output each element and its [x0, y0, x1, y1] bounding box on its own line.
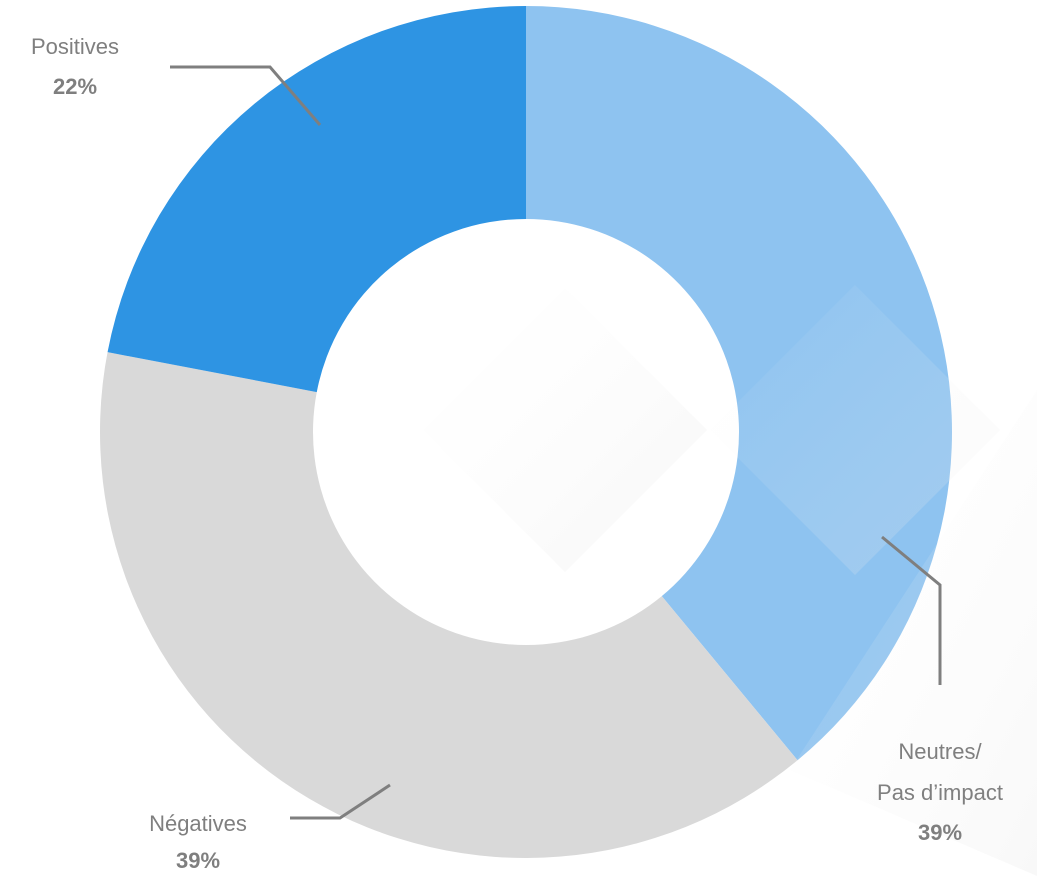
donut-slice-neutres: [526, 6, 952, 761]
donut-slice-positives: [107, 6, 527, 393]
leader-line-positives: [170, 65, 322, 126]
label-positives: Positives 22%: [31, 34, 119, 99]
leader-line-neutres: [881, 535, 942, 685]
label-negatives-pct: 39%: [176, 848, 220, 873]
label-neutres: Neutres/ Pas d’impact 39%: [877, 739, 1003, 845]
label-positives-pct: 22%: [53, 74, 97, 99]
label-neutres-line1: Neutres/: [898, 739, 982, 764]
donut-slice-negatives: [99, 352, 798, 859]
donut-slices: [99, 6, 952, 859]
label-negatives: Négatives 39%: [149, 811, 247, 873]
label-neutres-pct: 39%: [918, 820, 962, 845]
label-negatives-name: Négatives: [149, 811, 247, 836]
decorative-diamond: [710, 285, 1000, 575]
leader-line-negatives: [290, 783, 391, 820]
decorative-diamond: [423, 288, 707, 572]
label-neutres-line2: Pas d’impact: [877, 780, 1003, 805]
label-positives-name: Positives: [31, 34, 119, 59]
decorative-diamond: [790, 390, 1037, 876]
